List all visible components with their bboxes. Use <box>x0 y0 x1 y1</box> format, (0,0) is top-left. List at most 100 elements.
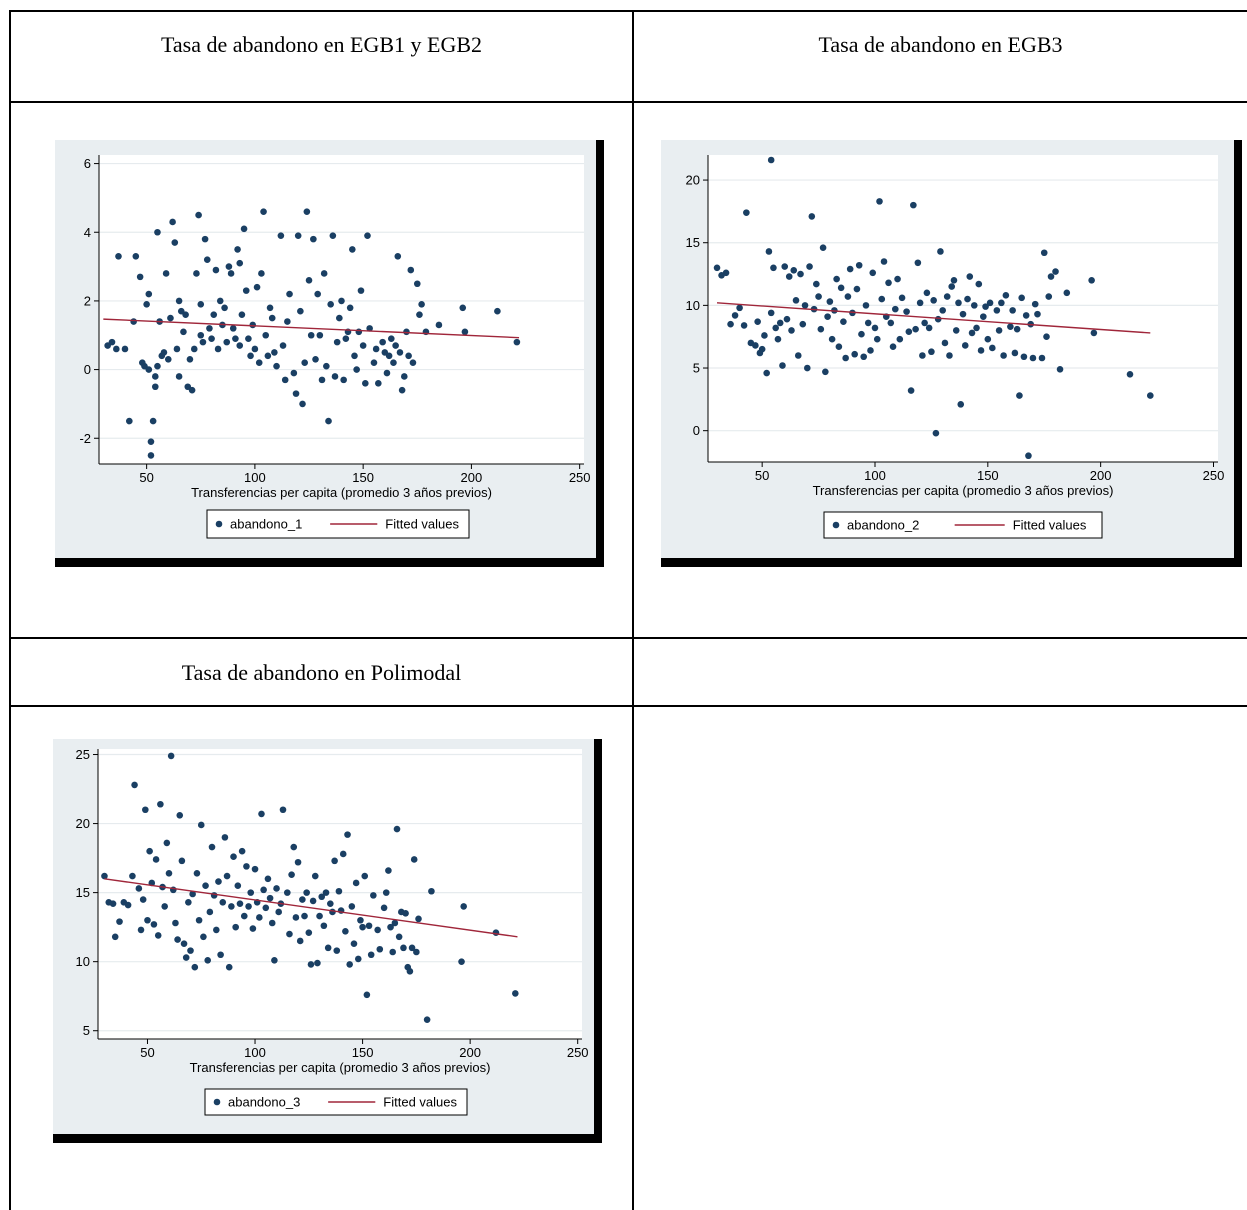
scatter-point <box>183 954 190 961</box>
scatter-point <box>179 858 186 865</box>
scatter-point <box>881 258 888 265</box>
y-tick-label: 0 <box>693 423 700 438</box>
scatter-point <box>136 885 143 892</box>
scatter-point <box>1034 311 1041 318</box>
scatter-point <box>101 873 108 880</box>
scatter-point <box>458 958 465 965</box>
scatter-point <box>768 310 775 317</box>
scatter-point <box>824 313 831 320</box>
scatter-point <box>293 390 300 397</box>
scatter-point <box>809 213 816 220</box>
scatter-point <box>284 889 291 896</box>
scatter-point <box>957 401 964 408</box>
scatter-point <box>411 856 418 863</box>
scatter-point <box>394 253 401 260</box>
scatter-point <box>374 927 381 934</box>
scatter-point <box>381 905 388 912</box>
scatter-point <box>1041 249 1048 256</box>
scatter-point <box>1021 353 1028 360</box>
y-tick-label: 4 <box>84 225 91 240</box>
table-row-divider-2 <box>9 637 1247 639</box>
scatter-point <box>935 316 942 323</box>
scatter-point <box>493 929 500 936</box>
scatter-point <box>308 332 315 339</box>
scatter-point <box>892 306 899 313</box>
scatter-point <box>202 882 209 889</box>
scatter-point <box>171 239 178 246</box>
scatter-point <box>288 871 295 878</box>
scatter-point <box>327 301 334 308</box>
plot-area <box>708 155 1218 462</box>
scatter-point <box>978 347 985 354</box>
scatter-point <box>308 961 315 968</box>
scatter-point <box>863 302 870 309</box>
scatter-point <box>144 917 151 924</box>
scatter-point <box>847 266 854 273</box>
scatter-point <box>1016 392 1023 399</box>
scatter-point <box>768 157 775 164</box>
scatter-point <box>399 387 406 394</box>
scatter-point <box>235 882 242 889</box>
x-axis-label: Transferencias per capita (promedio 3 añ… <box>190 1060 491 1075</box>
scatter-point <box>161 903 168 910</box>
scatter-point <box>258 270 265 277</box>
scatter-point <box>781 263 788 270</box>
scatter-point <box>340 851 347 858</box>
scatter-point <box>998 300 1005 307</box>
scatter-point <box>232 335 239 342</box>
scatter-point <box>1088 277 1095 284</box>
scatter-point <box>1009 307 1016 314</box>
legend-label-scatter: abandono_2 <box>847 518 919 533</box>
scatter-point <box>196 917 203 924</box>
scatter-point <box>265 353 272 360</box>
scatter-point <box>955 300 962 307</box>
scatter-point <box>282 377 289 384</box>
x-tick-label: 200 <box>1090 468 1112 483</box>
scatter-point <box>195 212 202 219</box>
scatter-point <box>286 291 293 298</box>
scatter-point <box>917 300 924 307</box>
scatter-point <box>459 304 466 311</box>
scatter-point <box>314 291 321 298</box>
scatter-point <box>194 870 201 877</box>
scatter-point <box>815 293 822 300</box>
scatter-point <box>948 283 955 290</box>
scatter-point <box>344 831 351 838</box>
scatter-point <box>260 208 267 215</box>
scatter-point <box>390 359 397 366</box>
legend-label-fit: Fitted values <box>383 1095 457 1110</box>
scatter-point <box>937 248 944 255</box>
scatter-point <box>213 927 220 934</box>
scatter-point <box>332 373 339 380</box>
scatter-point <box>325 945 332 952</box>
scatter-point <box>163 270 170 277</box>
scatter-point <box>385 867 392 874</box>
scatter-point <box>202 236 209 243</box>
scatter-point <box>153 856 160 863</box>
scatter-point <box>131 782 138 789</box>
scatter-point <box>191 346 198 353</box>
scatter-point <box>1039 355 1046 362</box>
scatter-point <box>239 848 246 855</box>
scatter-point <box>197 301 204 308</box>
scatter-point <box>167 315 174 322</box>
scatter-point <box>138 927 145 934</box>
scatter-point <box>924 290 931 297</box>
scatter-point <box>187 947 194 954</box>
legend-label-scatter: abandono_3 <box>228 1095 300 1110</box>
scatter-point <box>906 328 913 335</box>
scatter-point <box>148 452 155 459</box>
scatter-point <box>228 270 235 277</box>
scatter-point <box>327 900 334 907</box>
scatter-point <box>383 889 390 896</box>
scatter-point <box>252 346 259 353</box>
scatter-point <box>885 280 892 287</box>
scatter-point <box>416 311 423 318</box>
scatter-point <box>833 276 840 283</box>
scatter-point <box>209 844 216 851</box>
scatter-point <box>797 271 804 278</box>
scatter-point <box>252 866 259 873</box>
x-tick-label: 100 <box>864 468 886 483</box>
scatter-point <box>166 870 173 877</box>
scatter-point <box>772 325 779 332</box>
